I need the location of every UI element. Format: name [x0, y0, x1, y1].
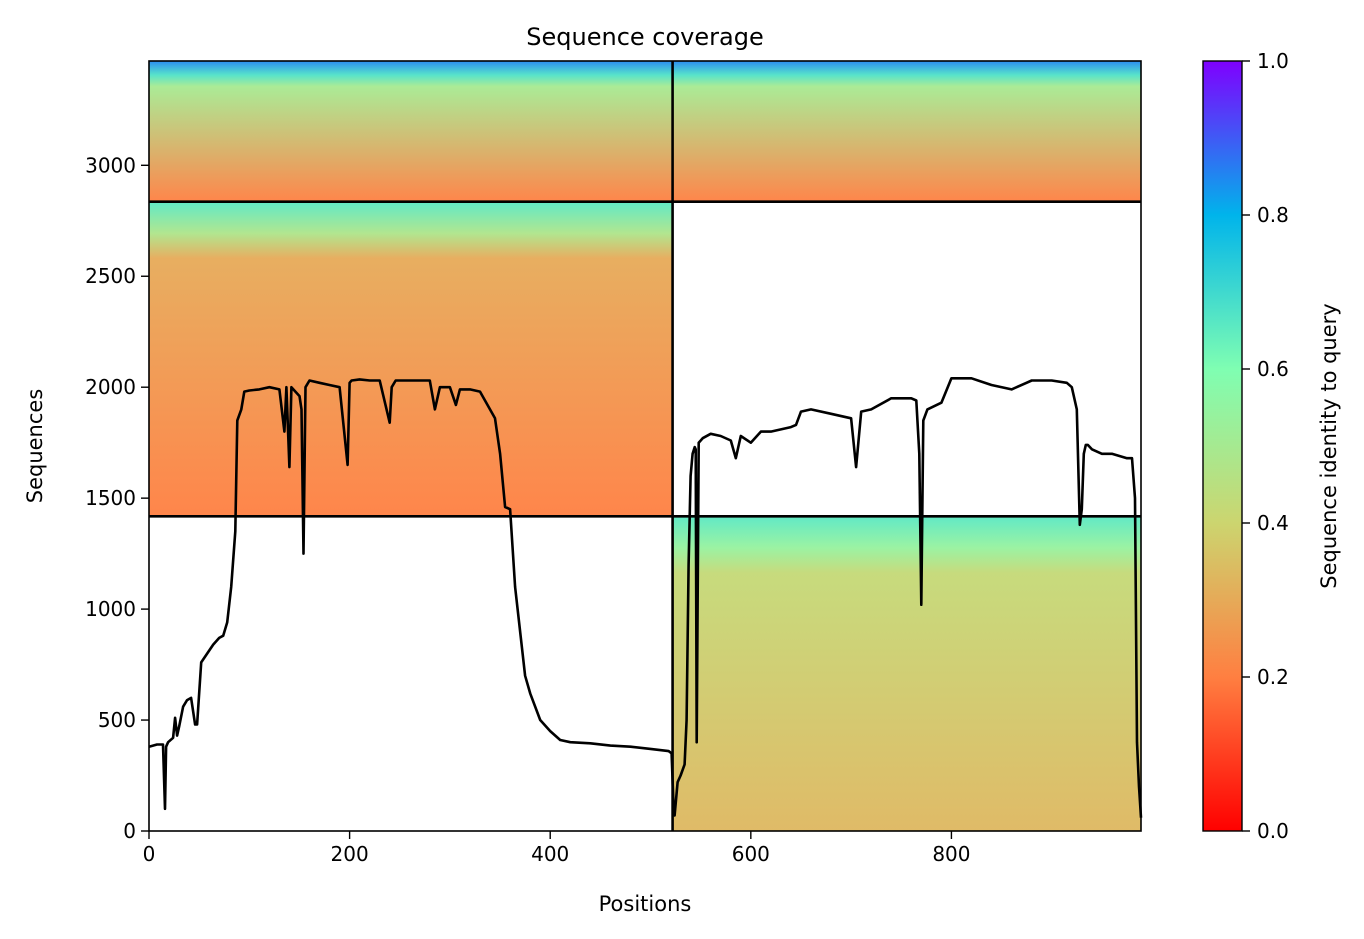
colorbar-tick-label: 0.0 [1257, 819, 1289, 843]
x-tick-label: 800 [932, 842, 970, 866]
colorbar-tick-label: 0.8 [1257, 203, 1289, 227]
y-tick-label: 0 [123, 819, 136, 843]
x-tick-label: 400 [531, 842, 569, 866]
coverage-line [148, 377, 1143, 818]
y-tick-label: 2000 [85, 375, 136, 399]
y-tick-label: 1000 [85, 597, 136, 621]
coverage-block [672, 516, 1141, 831]
colorbar-tick-label: 1.0 [1257, 49, 1289, 73]
y-tick-label: 2500 [85, 264, 136, 288]
y-tick-label: 1500 [85, 486, 136, 510]
x-tick-label: 0 [143, 842, 156, 866]
block-dividers [149, 61, 1141, 831]
colorbar-tick-label: 0.4 [1257, 511, 1289, 535]
x-tick-label: 200 [331, 842, 369, 866]
colorbar-label: Sequence identity to query [1317, 303, 1341, 588]
y-axis-label: Sequences [23, 389, 47, 504]
y-tick-label: 3000 [85, 153, 136, 177]
y-axis: 0 500 1000 1500 2000 2500 3000 [85, 153, 149, 843]
colorbar-tick-label: 0.2 [1257, 665, 1289, 689]
coverage-block [149, 201, 673, 517]
coverage-block [672, 61, 1141, 202]
colorbar-tick-label: 0.6 [1257, 357, 1289, 381]
chart-title: Sequence coverage [526, 23, 763, 51]
coverage-block [149, 61, 673, 202]
colorbar-ticks: 0.0 0.2 0.4 0.6 0.8 1.0 [1242, 49, 1289, 843]
colorbar: 0.0 0.2 0.4 0.6 0.8 1.0 Sequence identity to … [1202, 49, 1341, 843]
x-axis: 0 200 400 600 800 [143, 831, 971, 866]
plot-frame [148, 60, 1142, 832]
x-axis-label: Positions [599, 892, 692, 916]
y-tick-label: 500 [98, 708, 136, 732]
colorbar-gradient [1202, 60, 1243, 832]
x-tick-label: 600 [732, 842, 770, 866]
plot-area [148, 60, 1143, 832]
